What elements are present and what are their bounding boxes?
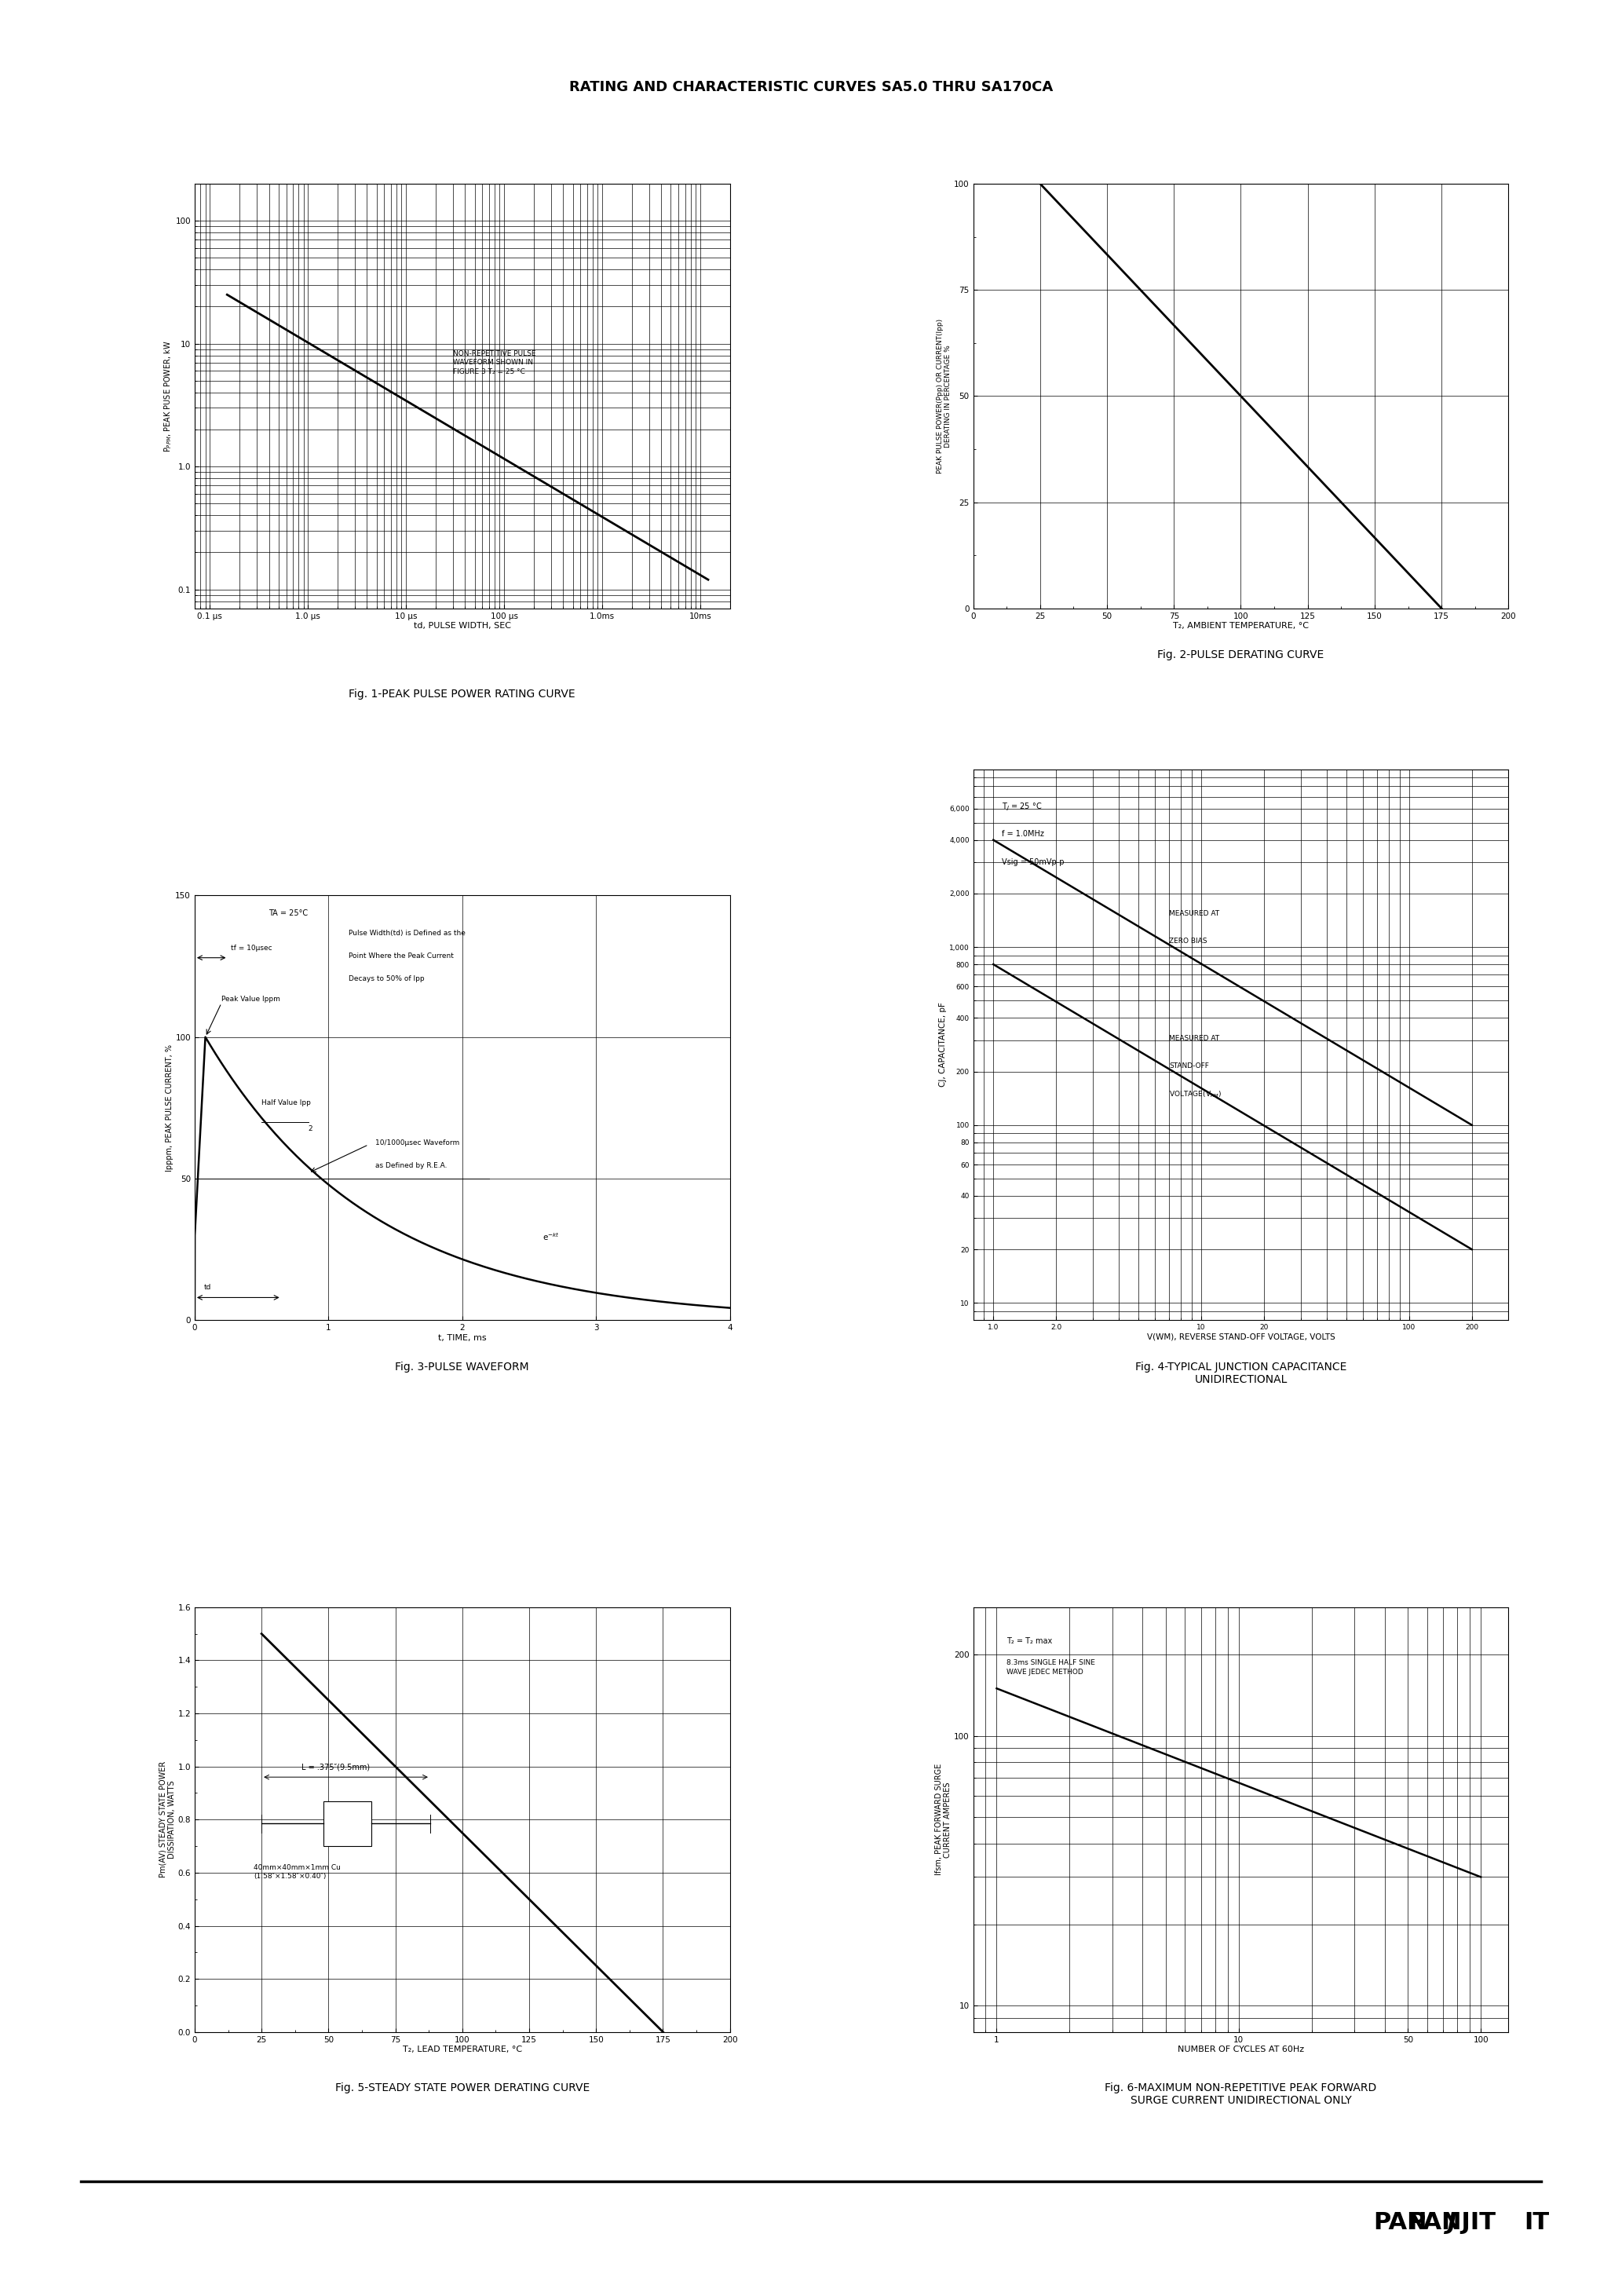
X-axis label: T₂, LEAD TEMPERATURE, °C: T₂, LEAD TEMPERATURE, °C bbox=[402, 2046, 522, 2053]
X-axis label: NUMBER OF CYCLES AT 60Hz: NUMBER OF CYCLES AT 60Hz bbox=[1178, 2046, 1304, 2053]
Text: Decays to 50% of Ipp: Decays to 50% of Ipp bbox=[349, 976, 425, 983]
Text: NON-REPETITIVE PULSE
WAVEFORM SHOWN IN
FIGURE 3 T₂ = 25 °C: NON-REPETITIVE PULSE WAVEFORM SHOWN IN F… bbox=[453, 349, 535, 377]
Text: Peak Value Ippm: Peak Value Ippm bbox=[221, 996, 281, 1003]
Text: IT: IT bbox=[1523, 2211, 1549, 2234]
X-axis label: t, TIME, ms: t, TIME, ms bbox=[438, 1334, 487, 1341]
Text: 2: 2 bbox=[308, 1125, 313, 1132]
X-axis label: T₂, AMBIENT TEMPERATURE, °C: T₂, AMBIENT TEMPERATURE, °C bbox=[1173, 622, 1309, 629]
Text: MEASURED AT: MEASURED AT bbox=[1169, 909, 1220, 918]
Text: Fig. 4-TYPICAL JUNCTION CAPACITANCE
UNIDIRECTIONAL: Fig. 4-TYPICAL JUNCTION CAPACITANCE UNID… bbox=[1135, 1362, 1346, 1384]
Text: Fig. 3-PULSE WAVEFORM: Fig. 3-PULSE WAVEFORM bbox=[396, 1362, 529, 1373]
X-axis label: V(WM), REVERSE STAND-OFF VOLTAGE, VOLTS: V(WM), REVERSE STAND-OFF VOLTAGE, VOLTS bbox=[1147, 1334, 1335, 1341]
Text: TA = 25°C: TA = 25°C bbox=[268, 909, 308, 916]
Y-axis label: Ifsm, PEAK FORWARD SURGE
CURRENT AMPERES: Ifsm, PEAK FORWARD SURGE CURRENT AMPERES bbox=[934, 1763, 952, 1876]
Text: Fig. 2-PULSE DERATING CURVE: Fig. 2-PULSE DERATING CURVE bbox=[1158, 650, 1324, 661]
Text: 10/1000μsec Waveform: 10/1000μsec Waveform bbox=[375, 1139, 459, 1146]
Text: Fig. 5-STEADY STATE POWER DERATING CURVE: Fig. 5-STEADY STATE POWER DERATING CURVE bbox=[336, 2082, 589, 2094]
Text: STAND-OFF: STAND-OFF bbox=[1169, 1063, 1208, 1070]
Text: 8.3ms SINGLE HALF SINE
WAVE JEDEC METHOD: 8.3ms SINGLE HALF SINE WAVE JEDEC METHOD bbox=[1007, 1660, 1095, 1676]
Y-axis label: CJ, CAPACITANCE, pF: CJ, CAPACITANCE, pF bbox=[939, 1003, 947, 1086]
Text: ZERO BIAS: ZERO BIAS bbox=[1169, 937, 1207, 946]
Text: e$^{-kt}$: e$^{-kt}$ bbox=[543, 1231, 560, 1242]
Text: Vsig = 50mVp-p: Vsig = 50mVp-p bbox=[1002, 859, 1064, 866]
Y-axis label: PEAK PULSE POWER(Ppp) OR CURRENT(Ipp)
DERATING IN PERCENTAGE %: PEAK PULSE POWER(Ppp) OR CURRENT(Ipp) DE… bbox=[936, 319, 952, 473]
Text: td: td bbox=[204, 1283, 211, 1290]
Text: Pulse Width(td) is Defined as the: Pulse Width(td) is Defined as the bbox=[349, 930, 466, 937]
Text: f = 1.0MHz: f = 1.0MHz bbox=[1002, 829, 1045, 838]
Y-axis label: Ipppm, PEAK PULSE CURRENT, %: Ipppm, PEAK PULSE CURRENT, % bbox=[165, 1045, 174, 1171]
Text: T₂ = T₂ max: T₂ = T₂ max bbox=[1007, 1637, 1053, 1646]
Text: Fig. 6-MAXIMUM NON-REPETITIVE PEAK FORWARD
SURGE CURRENT UNIDIRECTIONAL ONLY: Fig. 6-MAXIMUM NON-REPETITIVE PEAK FORWA… bbox=[1105, 2082, 1377, 2105]
Bar bbox=[323, 1800, 371, 1846]
Text: J: J bbox=[1447, 2211, 1457, 2234]
Text: as Defined by R.E.A.: as Defined by R.E.A. bbox=[375, 1162, 448, 1169]
Text: L = .375″(9.5mm): L = .375″(9.5mm) bbox=[302, 1763, 370, 1770]
Text: tf = 10μsec: tf = 10μsec bbox=[230, 946, 272, 953]
Text: Fig. 1-PEAK PULSE POWER RATING CURVE: Fig. 1-PEAK PULSE POWER RATING CURVE bbox=[349, 689, 576, 700]
Text: RATING AND CHARACTERISTIC CURVES SA5.0 THRU SA170CA: RATING AND CHARACTERISTIC CURVES SA5.0 T… bbox=[569, 80, 1053, 94]
Text: Point Where the Peak Current: Point Where the Peak Current bbox=[349, 953, 454, 960]
Y-axis label: Pm(AV) STEADY STATE POWER
DISSIPATION, WATTS: Pm(AV) STEADY STATE POWER DISSIPATION, W… bbox=[159, 1761, 175, 1878]
Text: Half Value Ipp: Half Value Ipp bbox=[261, 1100, 311, 1107]
Text: 40mm×40mm×1mm Cu
(1.58″×1.58″×0.40″): 40mm×40mm×1mm Cu (1.58″×1.58″×0.40″) bbox=[253, 1864, 341, 1880]
Text: T$_J$ = 25 °C: T$_J$ = 25 °C bbox=[1002, 801, 1043, 813]
Text: PANJIT: PANJIT bbox=[1408, 2211, 1495, 2234]
X-axis label: td, PULSE WIDTH, SEC: td, PULSE WIDTH, SEC bbox=[414, 622, 511, 629]
Text: VOLTAGE(V$_{RM}$): VOLTAGE(V$_{RM}$) bbox=[1169, 1088, 1221, 1100]
Text: MEASURED AT: MEASURED AT bbox=[1169, 1035, 1220, 1042]
Text: PAN: PAN bbox=[1374, 2211, 1427, 2234]
Y-axis label: P$_{PPM}$, PEAK PUSE POWER, kW: P$_{PPM}$, PEAK PUSE POWER, kW bbox=[162, 340, 174, 452]
